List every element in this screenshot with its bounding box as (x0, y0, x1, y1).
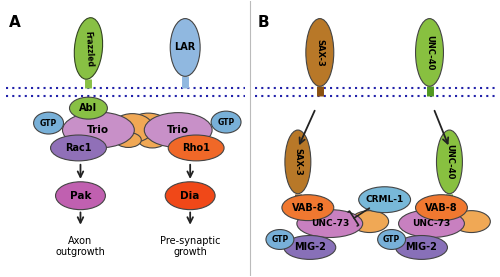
Ellipse shape (116, 132, 141, 147)
Text: MIG-2: MIG-2 (406, 242, 438, 252)
Ellipse shape (297, 210, 362, 237)
Text: VAB-8: VAB-8 (292, 203, 324, 213)
Ellipse shape (170, 19, 200, 76)
Ellipse shape (74, 18, 102, 79)
Text: Trio: Trio (88, 125, 110, 135)
Ellipse shape (398, 210, 464, 237)
Ellipse shape (144, 113, 212, 147)
Ellipse shape (112, 114, 154, 142)
Text: MIG-2: MIG-2 (294, 242, 326, 252)
Ellipse shape (282, 195, 334, 220)
Text: Pak: Pak (70, 191, 91, 201)
Text: A: A (8, 15, 20, 30)
Ellipse shape (70, 97, 108, 119)
Text: GTP: GTP (383, 235, 400, 244)
Ellipse shape (358, 187, 410, 213)
Ellipse shape (416, 195, 468, 220)
Text: VAB-8: VAB-8 (425, 203, 458, 213)
Ellipse shape (284, 235, 336, 259)
Text: LAR: LAR (174, 42, 196, 52)
Text: B: B (258, 15, 270, 30)
Ellipse shape (416, 19, 444, 86)
Text: GTP: GTP (272, 235, 288, 244)
Text: Rac1: Rac1 (65, 143, 92, 153)
Text: Pre-synaptic
growth: Pre-synaptic growth (160, 235, 220, 257)
Ellipse shape (285, 130, 311, 194)
Text: CRML-1: CRML-1 (366, 195, 404, 204)
Ellipse shape (126, 113, 170, 143)
Ellipse shape (396, 235, 448, 259)
Ellipse shape (306, 19, 334, 86)
Ellipse shape (350, 211, 389, 232)
Ellipse shape (34, 112, 64, 134)
Text: UNC-73: UNC-73 (412, 219, 451, 228)
Ellipse shape (378, 230, 406, 250)
Text: UNC-73: UNC-73 (310, 219, 349, 228)
Text: Abl: Abl (80, 103, 98, 113)
Ellipse shape (452, 211, 490, 232)
Text: GTP: GTP (40, 119, 57, 128)
Ellipse shape (436, 130, 462, 194)
Text: Trio: Trio (167, 125, 190, 135)
Ellipse shape (266, 230, 294, 250)
Ellipse shape (50, 135, 106, 161)
Ellipse shape (168, 135, 224, 161)
Ellipse shape (211, 111, 241, 133)
Text: GTP: GTP (218, 117, 234, 127)
Text: Axon
outgrowth: Axon outgrowth (56, 235, 106, 257)
Text: Dia: Dia (180, 191, 200, 201)
Text: UNC-40: UNC-40 (425, 35, 434, 70)
Text: UNC-40: UNC-40 (445, 144, 454, 179)
Text: SAX-3: SAX-3 (316, 39, 324, 66)
Text: Rho1: Rho1 (182, 143, 210, 153)
Text: SAX-3: SAX-3 (294, 148, 302, 176)
Ellipse shape (165, 182, 215, 210)
Ellipse shape (62, 112, 134, 148)
Ellipse shape (138, 132, 166, 148)
Text: Frazzled: Frazzled (83, 30, 94, 67)
Ellipse shape (56, 182, 106, 210)
